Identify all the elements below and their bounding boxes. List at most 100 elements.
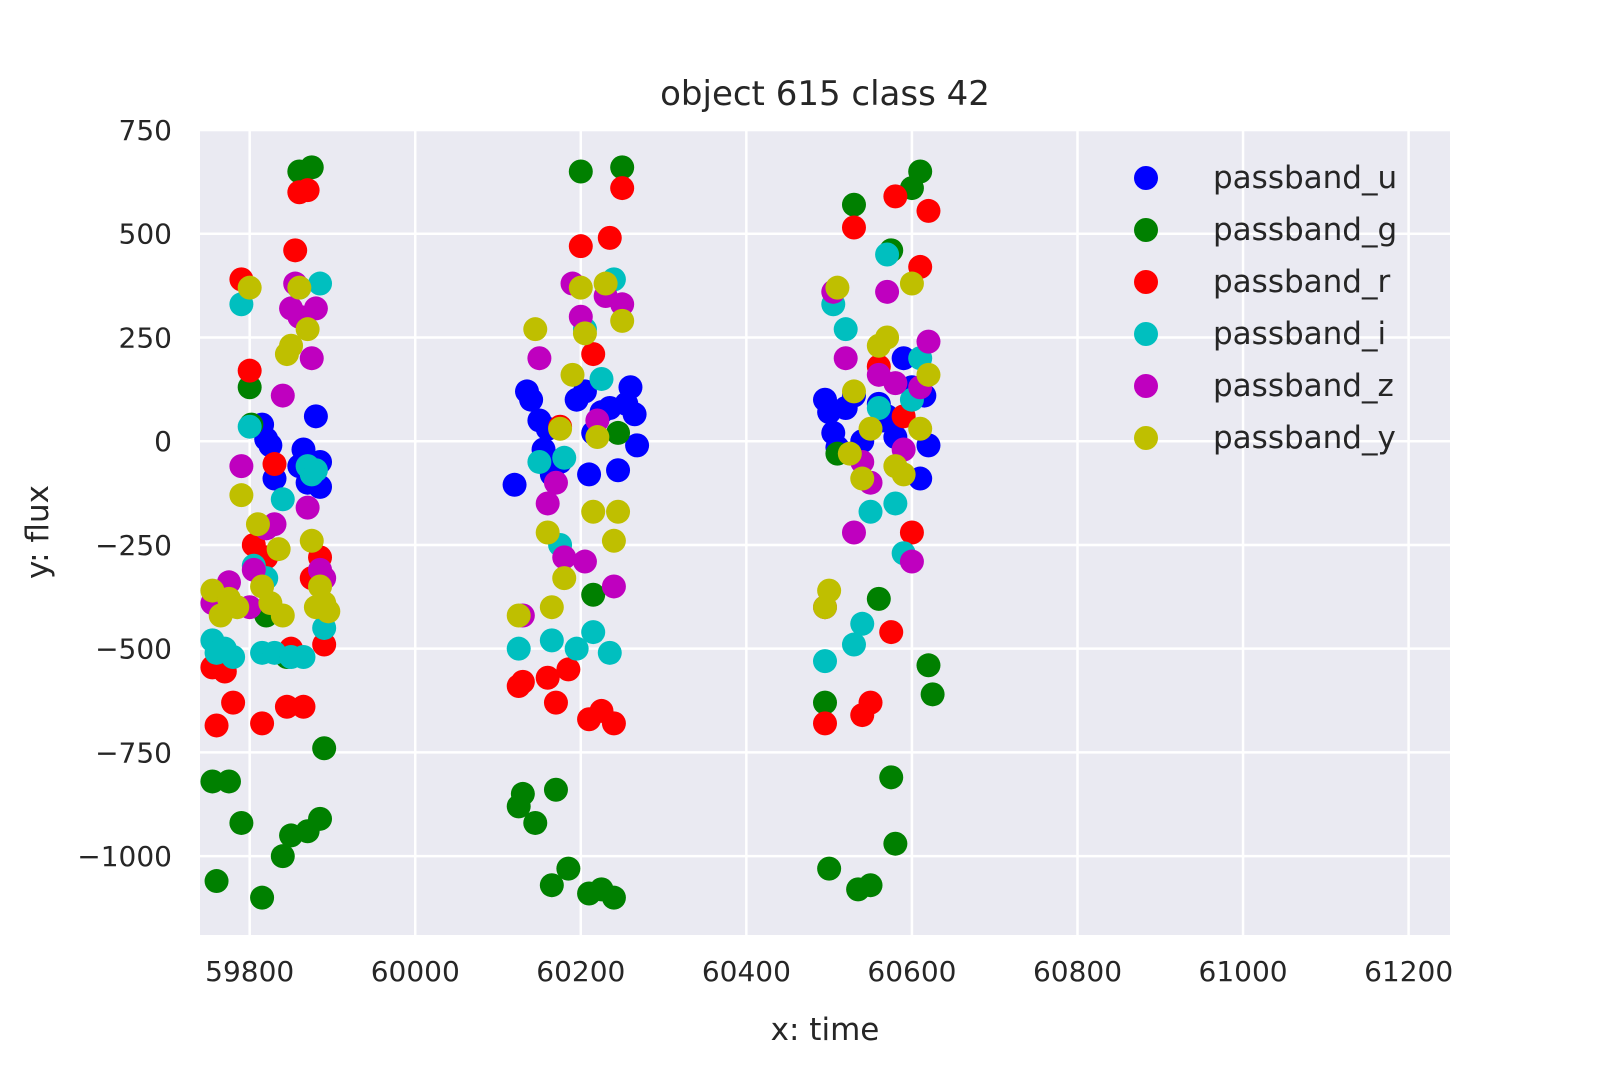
data-point [510,669,535,694]
data-point [543,777,568,802]
legend: passband_u passband_g passband_r passband_i… [1134,160,1397,456]
data-point [625,433,650,458]
data-point [245,512,270,537]
data-point [858,416,883,441]
data-point [858,499,883,524]
data-point [875,279,900,304]
data-point [841,192,866,217]
data-point [250,885,275,910]
y-tick-label: −750 [95,736,172,769]
legend-item: passband_r [1134,264,1390,300]
data-point [270,383,295,408]
data-point [287,275,312,300]
data-point [577,462,602,487]
data-point [581,499,606,524]
x-tick-label: 59800 [205,955,294,988]
data-point [837,441,862,466]
y-tick-label: −250 [95,529,172,562]
data-point [308,271,333,296]
data-point [610,308,635,333]
data-point [237,414,262,439]
y-tick-label: 500 [119,218,172,251]
legend-marker [1134,322,1158,346]
data-point [813,711,837,736]
data-point [606,458,631,483]
data-point [916,198,941,223]
data-point [572,321,597,346]
y-tick-labels: 750 500 250 0 −250 −500 −750 −1000 [77,114,172,873]
legend-label: passband_u [1213,160,1397,196]
data-point [920,682,945,707]
data-point [303,404,328,429]
legend-marker [1134,426,1158,450]
data-point [299,155,324,180]
plot-area [200,130,1450,935]
data-point [601,528,626,553]
data-point [817,856,842,881]
data-point [572,549,597,574]
data-point [535,520,560,545]
data-point [597,225,622,250]
data-point [535,491,560,516]
data-point [216,769,241,794]
data-point [299,528,324,553]
data-point [502,472,527,497]
data-point [539,873,564,898]
data-point [841,215,866,240]
data-point [229,810,254,835]
legend-marker [1134,270,1158,294]
data-point [552,545,577,570]
data-point [237,375,262,400]
data-point [916,653,941,678]
legend-item: passband_z [1134,368,1394,404]
data-point [291,644,316,669]
data-point [883,831,908,856]
data-point [883,491,908,516]
data-point [291,694,316,719]
data-point [535,665,560,690]
series-passband_y [200,271,941,628]
legend-marker [1134,374,1158,398]
data-point [813,649,837,674]
data-point [891,346,916,371]
data-point [274,694,299,719]
data-point [200,769,225,794]
data-point [858,873,883,898]
data-point [899,549,924,574]
data-point [841,379,866,404]
data-point [610,155,635,180]
data-point [879,765,904,790]
data-point [548,416,573,441]
legend-label: passband_i [1213,316,1386,352]
data-point [610,292,635,317]
data-point [883,371,908,396]
data-points [200,155,945,910]
data-point [891,462,916,487]
data-point [552,445,577,470]
data-point [312,632,337,657]
data-point [539,595,564,620]
data-point [552,566,577,591]
data-point [585,408,610,433]
data-point [833,346,858,371]
data-point [606,420,631,445]
data-point [506,636,531,661]
data-point [581,582,606,607]
data-point [519,387,544,412]
x-tick-label: 60400 [702,955,791,988]
data-point [610,176,635,201]
data-point [899,520,924,545]
data-point [270,844,295,869]
data-point [560,362,585,387]
data-point [237,358,262,383]
data-point [825,275,850,300]
data-point [527,449,552,474]
data-point [581,342,606,367]
data-point [622,402,647,427]
x-tick-label: 61200 [1364,955,1453,988]
data-point [543,470,568,495]
y-tick-label: 0 [154,425,172,458]
data-point [883,184,908,209]
data-point [833,317,858,342]
